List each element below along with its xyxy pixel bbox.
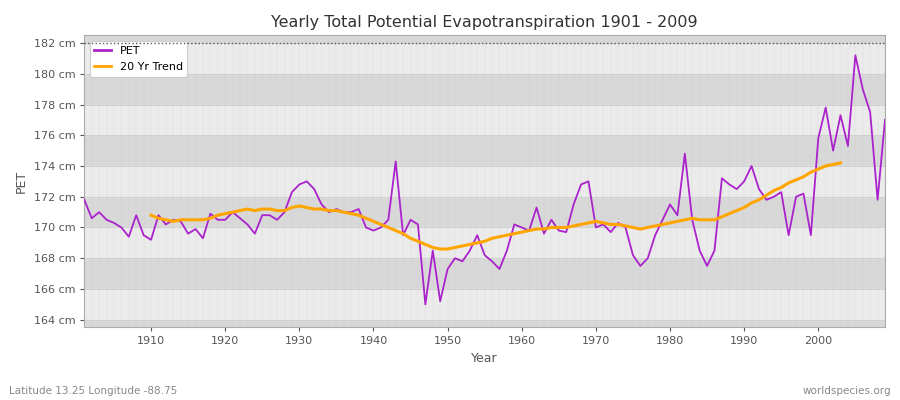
Line: PET: PET — [85, 55, 885, 304]
PET — [879, 118, 890, 122]
X-axis label: Year: Year — [472, 352, 498, 365]
PET — [139, 233, 149, 238]
Text: Latitude 13.25 Longitude -88.75: Latitude 13.25 Longitude -88.75 — [9, 386, 177, 396]
PET — [346, 210, 356, 214]
Legend: PET, 20 Yr Trend: PET, 20 Yr Trend — [90, 41, 187, 77]
Y-axis label: PET: PET — [15, 170, 28, 193]
20 Yr Trend — [442, 247, 453, 252]
20 Yr Trend — [568, 224, 579, 228]
PET — [850, 53, 860, 58]
PET — [79, 198, 90, 202]
Bar — [85, 166, 885, 197]
PET — [524, 228, 535, 233]
Bar — [85, 228, 885, 258]
20 Yr Trend — [146, 213, 157, 218]
20 Yr Trend — [435, 247, 446, 252]
20 Yr Trend — [412, 239, 423, 244]
PET — [302, 179, 312, 184]
20 Yr Trend — [672, 219, 683, 224]
Bar — [85, 104, 885, 135]
PET — [613, 220, 624, 225]
PET — [420, 302, 431, 307]
Title: Yearly Total Potential Evapotranspiration 1901 - 2009: Yearly Total Potential Evapotranspiratio… — [272, 15, 698, 30]
20 Yr Trend — [835, 160, 846, 165]
Bar — [85, 43, 885, 74]
20 Yr Trend — [265, 207, 275, 212]
PET — [517, 225, 527, 230]
20 Yr Trend — [324, 208, 335, 213]
Text: worldspecies.org: worldspecies.org — [803, 386, 891, 396]
Line: 20 Yr Trend: 20 Yr Trend — [151, 163, 841, 249]
Bar — [85, 289, 885, 320]
